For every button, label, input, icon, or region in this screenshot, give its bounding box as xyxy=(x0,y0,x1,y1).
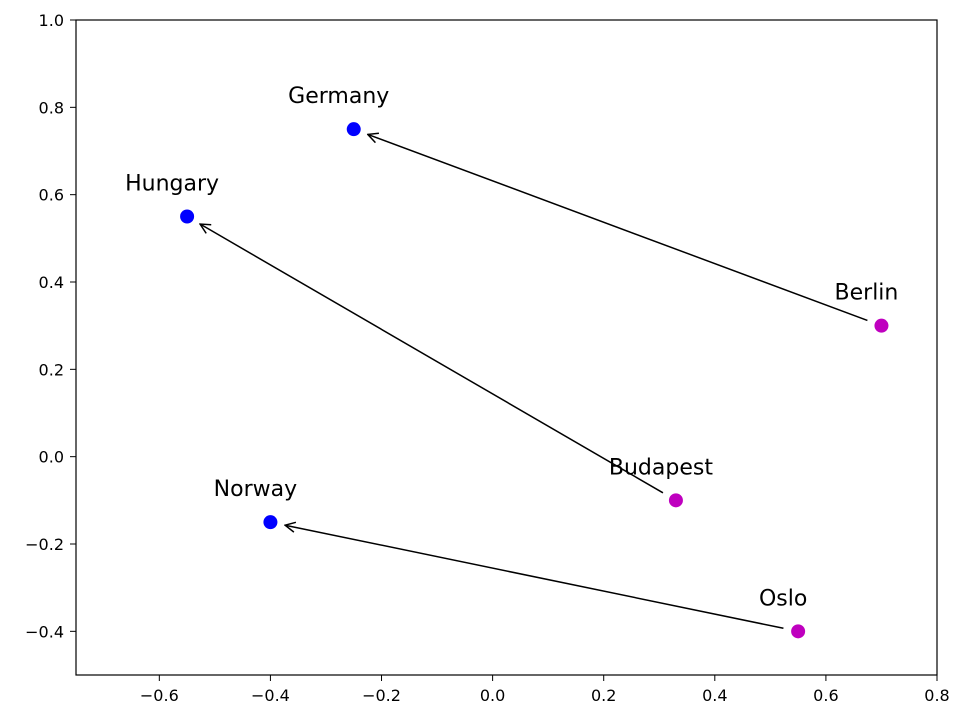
arrow-budapest-to-hungary xyxy=(200,224,664,494)
point-label-norway: Norway xyxy=(214,477,297,502)
ticks-layer: −0.6 −0.4 −0.2 0.0 0.2 0.4 0.6 0.8 −0.4 −0.2 0.0 0.… xyxy=(25,11,950,705)
x-tick-label: 0.6 xyxy=(813,686,838,705)
point-norway xyxy=(263,515,278,530)
x-tick-label: 0.0 xyxy=(480,686,505,705)
labels-layer: Germany Hungary Norway Berlin Budapest Oslo xyxy=(125,84,898,611)
y-tick-label: 1.0 xyxy=(39,11,64,30)
point-label-berlin: Berlin xyxy=(835,281,899,306)
x-tick-label: −0.4 xyxy=(251,686,290,705)
point-label-oslo: Oslo xyxy=(759,586,807,611)
y-tick-label: 0.0 xyxy=(39,448,64,467)
y-tick-label: 0.8 xyxy=(39,98,64,117)
arrow-oslo-to-norway xyxy=(285,525,784,630)
x-tick-label: −0.6 xyxy=(140,686,179,705)
y-tick-label: 0.6 xyxy=(39,186,64,205)
x-tick-label: −0.2 xyxy=(362,686,401,705)
y-tick-label: −0.2 xyxy=(25,535,64,554)
x-tick-label: 0.2 xyxy=(591,686,616,705)
x-tick-label: 0.4 xyxy=(702,686,727,705)
plot-background xyxy=(76,20,937,675)
point-berlin xyxy=(874,318,889,333)
y-tick-label: −0.4 xyxy=(25,622,64,641)
point-hungary xyxy=(180,209,195,224)
y-tick-label: 0.2 xyxy=(39,360,64,379)
point-germany xyxy=(346,122,361,137)
point-label-germany: Germany xyxy=(288,84,389,109)
point-label-budapest: Budapest xyxy=(609,455,713,480)
plot-frame xyxy=(75,19,938,676)
points-layer xyxy=(180,122,889,639)
y-tick-label: 0.4 xyxy=(39,273,64,292)
x-tick-label: 0.8 xyxy=(924,686,949,705)
arrows-layer xyxy=(200,134,868,630)
point-label-hungary: Hungary xyxy=(125,172,219,197)
point-budapest xyxy=(668,493,683,508)
arrow-berlin-to-germany xyxy=(368,134,868,322)
point-oslo xyxy=(791,624,806,639)
